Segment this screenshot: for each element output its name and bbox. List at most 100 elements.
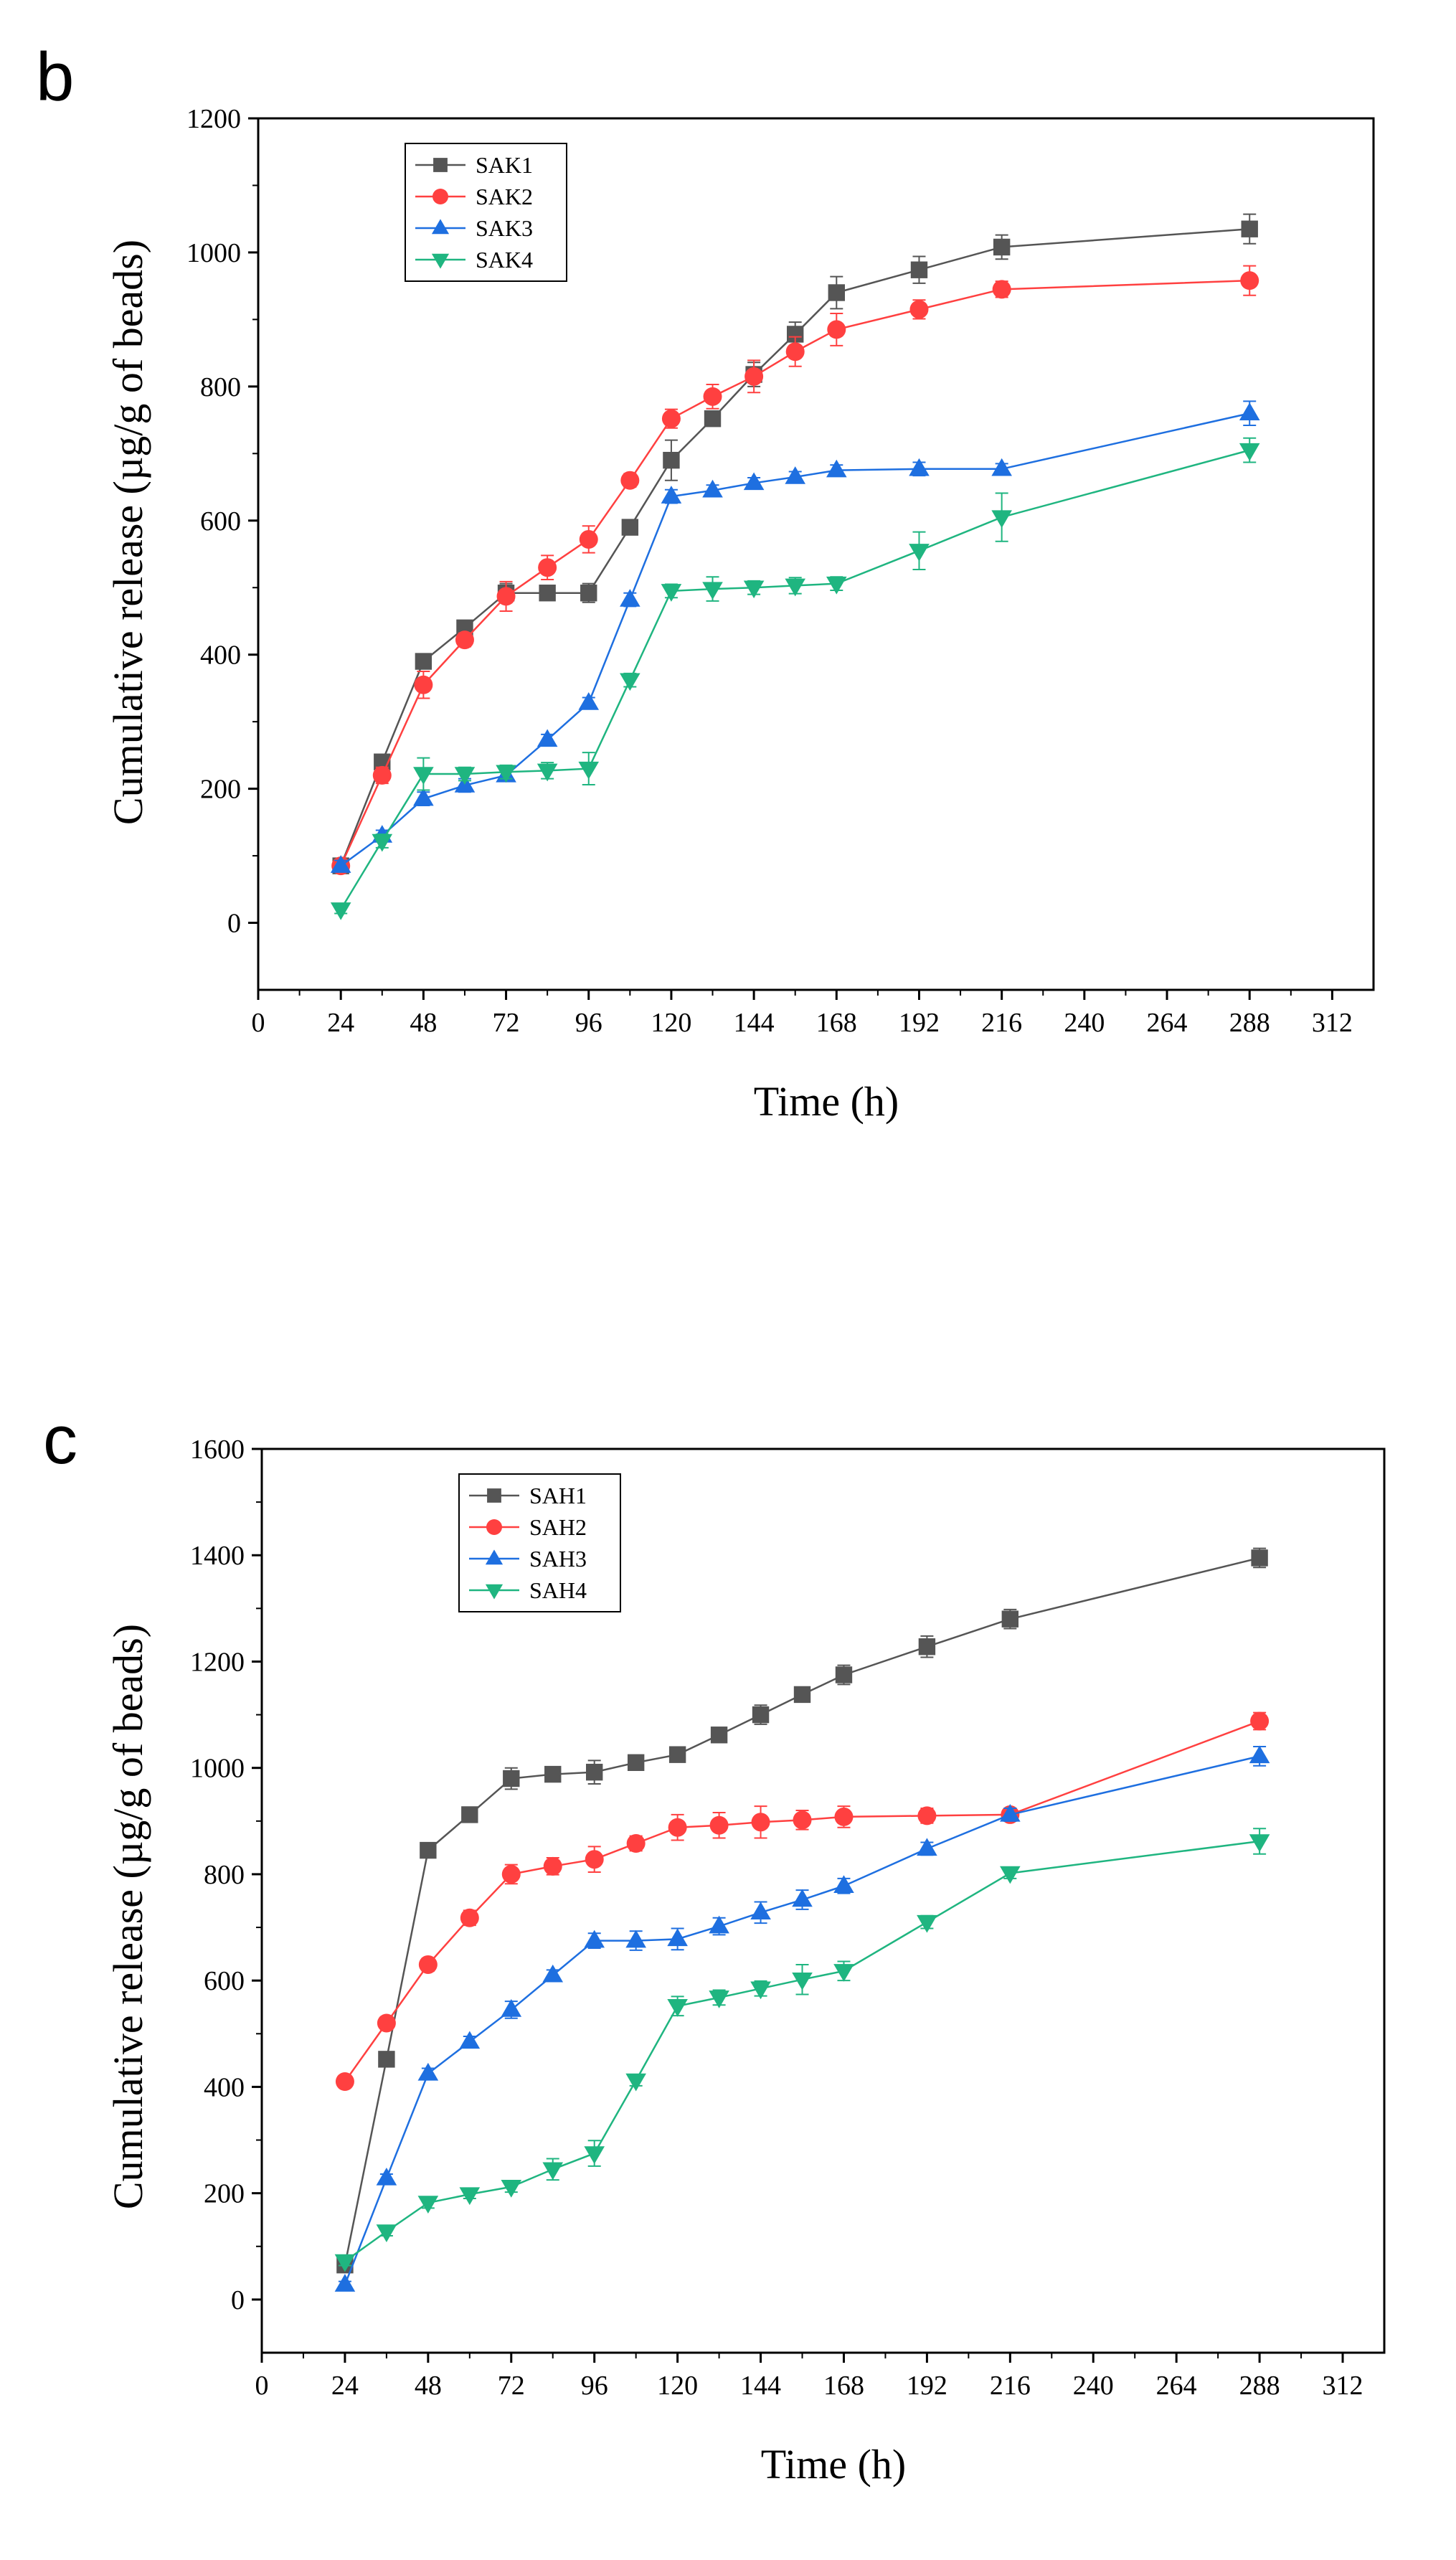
y-tick-label: 1600 xyxy=(190,1435,245,1465)
legend-marker xyxy=(487,1488,501,1503)
x-tick-label: 288 xyxy=(1229,1008,1270,1038)
legend-label: SAH2 xyxy=(529,1514,587,1540)
data-point xyxy=(621,519,639,536)
data-point xyxy=(415,653,432,670)
x-axis-title: Time (h) xyxy=(754,1078,899,1125)
data-point xyxy=(625,2073,646,2092)
data-point xyxy=(1249,1834,1270,1852)
y-tick-label: 0 xyxy=(227,909,241,939)
legend-label: SAK2 xyxy=(476,184,533,209)
data-point xyxy=(1239,443,1260,461)
data-point xyxy=(539,585,556,602)
data-point xyxy=(585,1850,604,1869)
data-point xyxy=(792,1889,813,1907)
data-point xyxy=(461,1806,478,1823)
data-point xyxy=(372,833,393,852)
data-point xyxy=(743,580,765,599)
data-point xyxy=(1239,402,1260,420)
x-tick-label: 312 xyxy=(1312,1008,1353,1038)
panel-label: c xyxy=(43,1402,77,1478)
y-tick-label: 800 xyxy=(204,1860,245,1890)
legend-marker xyxy=(431,219,450,235)
series-sak2 xyxy=(331,265,1259,876)
data-point xyxy=(991,510,1012,529)
legend-label: SAH1 xyxy=(529,1483,587,1508)
data-point xyxy=(586,1763,603,1781)
data-point xyxy=(330,902,351,920)
legend-marker xyxy=(486,1519,502,1535)
data-point xyxy=(543,1856,562,1876)
series-sah3 xyxy=(334,1745,1270,2292)
series-line xyxy=(344,1755,1260,2285)
data-point xyxy=(833,1964,854,1982)
data-point xyxy=(991,458,1012,476)
x-tick-label: 96 xyxy=(575,1008,602,1038)
data-point xyxy=(667,1999,688,2017)
series-line xyxy=(340,227,1250,866)
data-point xyxy=(584,2146,605,2165)
data-point xyxy=(750,1902,771,1920)
data-point xyxy=(909,300,929,319)
series-line xyxy=(340,412,1250,867)
x-tick-label: 144 xyxy=(734,1008,775,1038)
data-point xyxy=(917,1806,937,1825)
legend-marker xyxy=(431,253,450,269)
data-point xyxy=(578,692,600,710)
data-point xyxy=(625,1930,646,1948)
data-point xyxy=(709,1915,729,1934)
x-tick-label: 0 xyxy=(255,2371,269,2401)
data-point xyxy=(993,238,1011,256)
plot-frame xyxy=(257,117,1375,991)
x-tick-label: 264 xyxy=(1147,1008,1188,1038)
y-tick-label: 1200 xyxy=(186,104,241,134)
data-point xyxy=(835,1666,853,1683)
chart-panel-c: c Cumulative release (µg/g of beads) Tim… xyxy=(43,1402,1386,2488)
data-point xyxy=(917,1838,937,1856)
data-point xyxy=(544,1765,562,1783)
y-tick-label: 400 xyxy=(204,2072,245,2102)
data-point xyxy=(334,2274,356,2292)
data-point xyxy=(578,761,600,780)
x-tick-label: 168 xyxy=(816,1008,857,1038)
data-point xyxy=(826,576,847,595)
data-point xyxy=(661,409,681,428)
data-point xyxy=(709,1815,729,1835)
x-tick-label: 312 xyxy=(1323,2371,1363,2401)
data-point xyxy=(709,1990,729,2008)
x-tick-label: 120 xyxy=(651,1008,691,1038)
data-point xyxy=(1000,1803,1021,1822)
data-point xyxy=(1251,1549,1268,1567)
data-point xyxy=(992,280,1011,299)
x-tick-label: 48 xyxy=(415,2371,442,2401)
data-point xyxy=(828,284,845,301)
data-point xyxy=(663,451,680,469)
data-point xyxy=(584,1930,605,1948)
data-point xyxy=(661,584,682,602)
panel-label: b xyxy=(36,39,74,115)
data-point xyxy=(501,1998,522,2017)
x-tick-label: 216 xyxy=(990,2371,1031,2401)
data-point xyxy=(334,2254,356,2272)
data-point xyxy=(702,582,723,600)
legend: SAH1 SAH2 SAH3 SAH4 xyxy=(458,1473,621,1612)
data-point xyxy=(372,765,392,785)
legend-box xyxy=(405,143,567,282)
x-tick-label: 168 xyxy=(823,2371,864,2401)
y-tick-label: 200 xyxy=(200,775,241,805)
data-point xyxy=(542,2162,564,2181)
data-point xyxy=(503,1770,520,1787)
legend-label: SAK1 xyxy=(476,152,533,178)
data-point xyxy=(579,529,598,549)
data-point xyxy=(826,459,847,478)
data-point xyxy=(335,2072,354,2091)
data-point xyxy=(460,1908,479,1927)
y-tick-label: 1000 xyxy=(186,238,241,268)
data-point xyxy=(580,585,597,602)
data-point xyxy=(785,578,806,597)
legend-marker xyxy=(433,158,448,172)
data-point xyxy=(667,1928,688,1947)
data-point xyxy=(785,466,806,484)
legend: SAK1 SAK2 SAK3 SAK4 xyxy=(405,143,567,282)
legend-label: SAH4 xyxy=(529,1577,587,1603)
series-line xyxy=(340,449,1250,910)
